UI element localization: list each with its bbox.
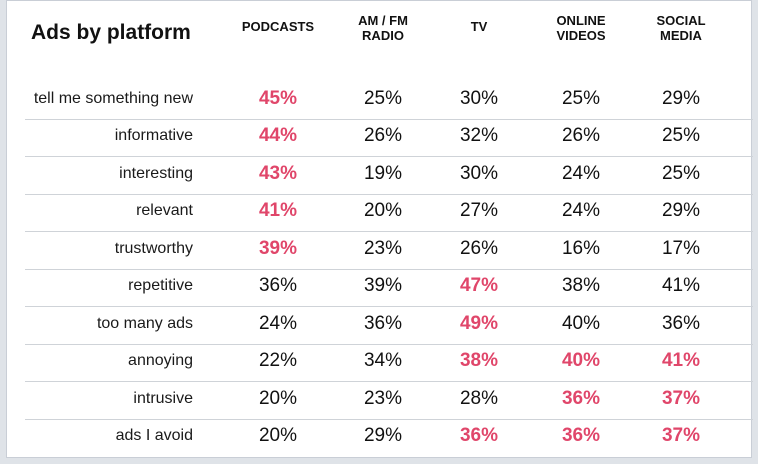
row-divider [25,156,753,157]
table-cell: 41% [661,275,701,296]
row-label: relevant [136,202,193,219]
table-cell: 20% [258,425,298,446]
table-cell: 34% [363,350,403,371]
table-cell: 36% [561,388,601,409]
table-cell: 26% [459,238,499,259]
column-header-4: ONLINE VIDEOS [556,13,606,43]
table-cell: 23% [363,238,403,259]
table-cell: 39% [258,238,298,259]
column-header-1: PODCASTS [241,19,315,34]
table-cell: 44% [258,125,298,146]
row-divider [25,344,753,345]
table-cell: 28% [459,388,499,409]
table-cell: 29% [661,200,701,221]
row-divider [25,269,753,270]
table-cell: 36% [258,275,298,296]
table-cell: 49% [459,313,499,334]
table-cell: 30% [459,163,499,184]
row-label: repetitive [128,277,193,294]
table-cell: 22% [258,350,298,371]
table-cell: 26% [363,125,403,146]
table-cell: 29% [661,88,701,109]
table-cell: 43% [258,163,298,184]
table-cell: 37% [661,388,701,409]
row-label: informative [114,127,193,144]
table-cell: 23% [363,388,403,409]
table-cell: 39% [363,275,403,296]
table-cell: 38% [561,275,601,296]
row-divider [25,306,753,307]
row-divider [25,194,753,195]
table-cell: 29% [363,425,403,446]
column-header-2: AM / FM RADIO [358,13,408,43]
table-cell: 26% [561,125,601,146]
table-cell: 32% [459,125,499,146]
table-cell: 20% [258,388,298,409]
row-divider [25,231,753,232]
row-label: too many ads [96,315,193,332]
table-cell: 25% [661,125,701,146]
table-cell: 40% [561,350,601,371]
table-cell: 36% [661,313,701,334]
table-cell: 25% [363,88,403,109]
table-cell: 24% [561,200,601,221]
table-cell: 30% [459,88,499,109]
table-cell: 36% [459,425,499,446]
table-cell: 38% [459,350,499,371]
table-cell: 19% [363,163,403,184]
table-cell: 45% [258,88,298,109]
table-cell: 24% [258,313,298,334]
table-cell: 17% [661,238,701,259]
table-cell: 37% [661,425,701,446]
table-cell: 16% [561,238,601,259]
table-cell: 36% [561,425,601,446]
table-cell: 36% [363,313,403,334]
table-cell: 27% [459,200,499,221]
row-label: ads I avoid [115,427,193,444]
row-label: interesting [119,165,193,182]
table-cell: 41% [258,200,298,221]
column-header-3: TV [470,19,488,34]
row-label: trustworthy [114,240,193,257]
table-cell: 47% [459,275,499,296]
ads-by-platform-table: Ads by platform PODCASTS AM / FM RADIO TV ON… [6,0,753,458]
row-divider [25,119,753,120]
row-divider [25,381,753,382]
table-cell: 40% [561,313,601,334]
row-label: tell me something new [33,90,193,107]
column-header-5: SOCIAL MEDIA [656,13,706,43]
table-cell: 20% [363,200,403,221]
table-cell: 41% [661,350,701,371]
table-title: Ads by platform [31,21,191,44]
row-label: intrusive [133,390,193,407]
table-cell: 24% [561,163,601,184]
row-divider [25,419,753,420]
table-cell: 25% [661,163,701,184]
table-cell: 25% [561,88,601,109]
row-label: annoying [128,352,193,369]
